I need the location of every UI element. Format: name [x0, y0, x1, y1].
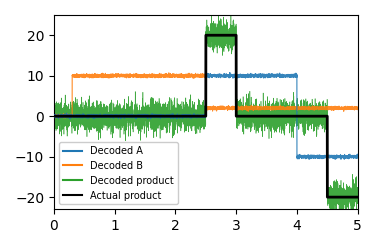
Legend: Decoded A, Decoded B, Decoded product, Actual product: Decoded A, Decoded B, Decoded product, A… [59, 142, 178, 204]
